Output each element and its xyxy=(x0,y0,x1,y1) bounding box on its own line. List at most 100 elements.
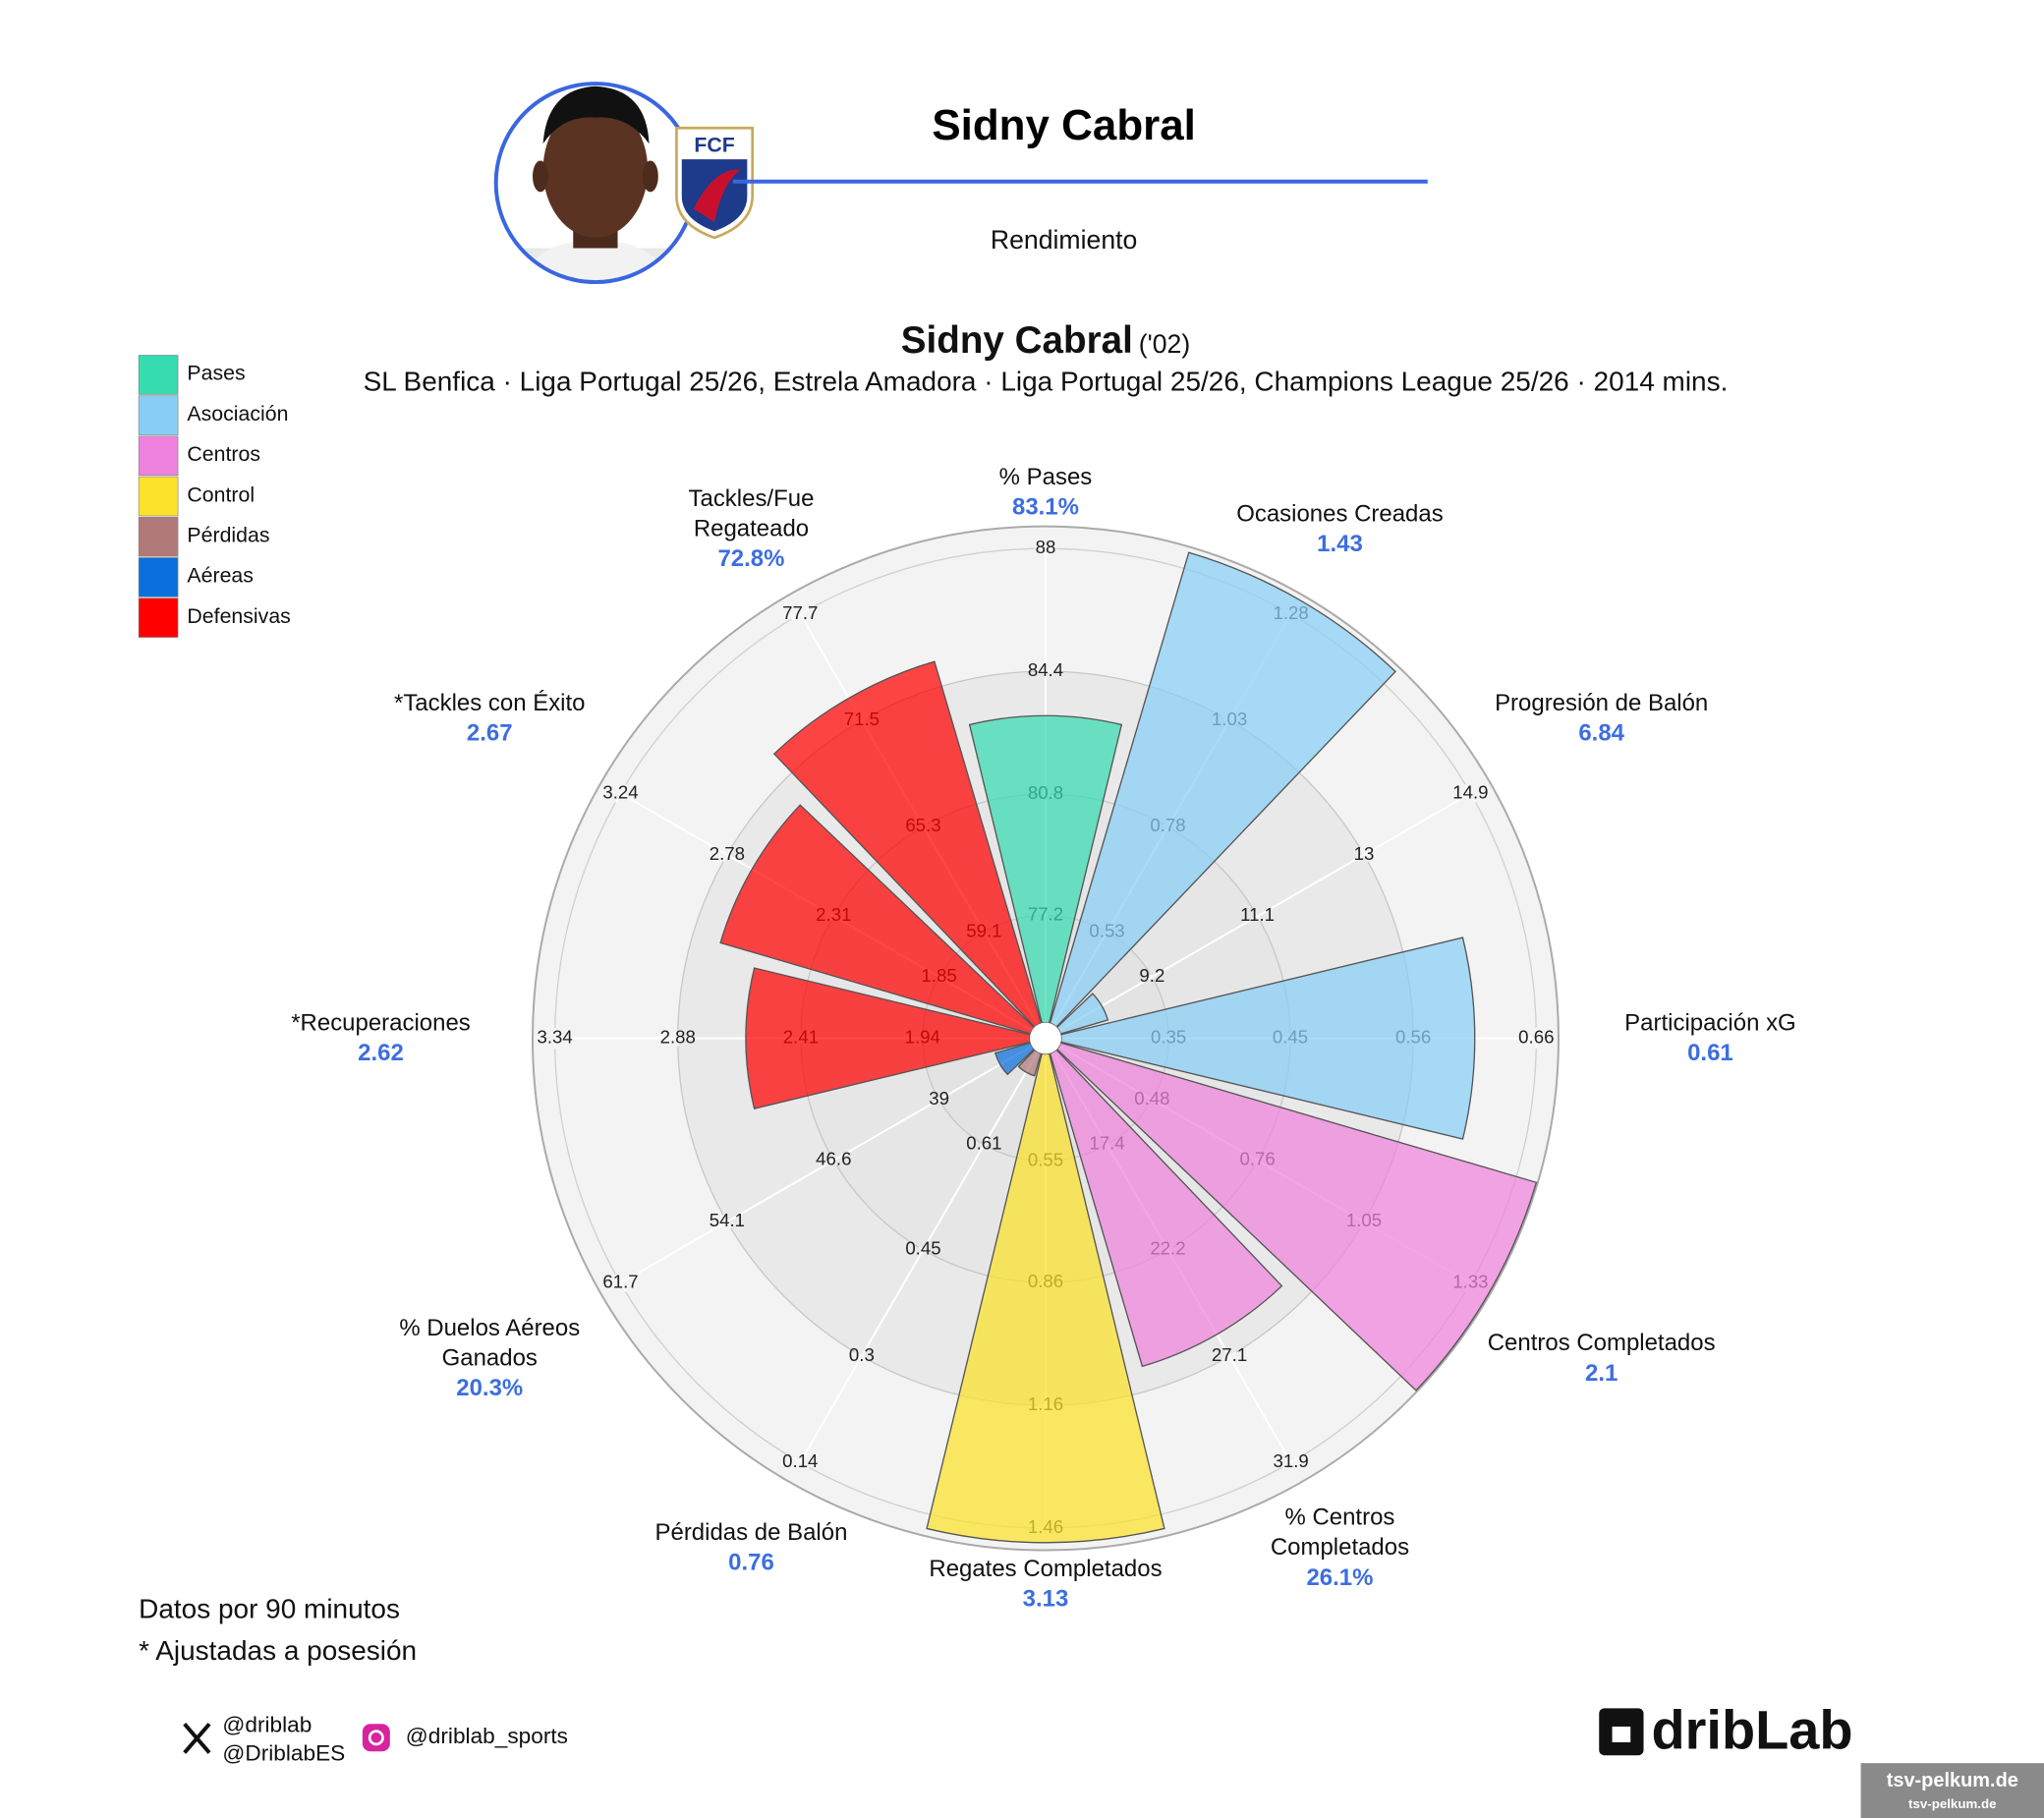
legend-swatch xyxy=(138,516,179,557)
chart-title-row: Sidny Cabral ('02) xyxy=(0,320,2044,364)
watermark-box xyxy=(1860,1763,2044,1818)
slice-label: % Pases xyxy=(998,463,1093,490)
tick-mark xyxy=(790,1456,810,1468)
category-label: Progresión de Balón 6.84 xyxy=(1495,688,1708,748)
value-label: 26.1% xyxy=(1306,1562,1374,1590)
badge: FCF xyxy=(675,126,755,240)
value-label: 83.1% xyxy=(1011,493,1079,520)
tick-label: 2.88 xyxy=(660,1027,696,1048)
tick-label: 88 xyxy=(1036,537,1056,557)
spoke xyxy=(1045,792,1471,1040)
category-label: Regates Completados 3.13 xyxy=(929,1555,1162,1615)
slice-label: Centros Completados xyxy=(1487,1330,1716,1356)
instagram-icon xyxy=(362,1724,390,1752)
player-photo xyxy=(493,82,698,285)
logo-icon xyxy=(1599,1708,1644,1756)
tick-label: 0.61 xyxy=(966,1133,1001,1154)
slice-label: Pérdidas de Balón xyxy=(654,1518,848,1545)
slice-label: *Recuperaciones xyxy=(291,1009,471,1036)
category-label: Tackles/Fue Regateado 72.8% xyxy=(689,484,815,575)
tick-label: 14.9 xyxy=(1452,781,1488,802)
legend-label: Pases xyxy=(187,363,246,386)
tick-mark xyxy=(854,1351,870,1361)
value-label: 0.76 xyxy=(728,1548,774,1575)
tick-label: 13 xyxy=(1354,843,1375,864)
twitter-handle: @driblab xyxy=(222,1712,312,1737)
tick-label: 77.7 xyxy=(782,602,818,623)
tick-mark xyxy=(1464,784,1477,803)
value-label: 2.1 xyxy=(1584,1359,1618,1387)
spoke xyxy=(799,1038,1047,1463)
slice-label: *Tackles con Éxito xyxy=(393,689,586,715)
footnote: * Ajustadas a posesión xyxy=(139,1636,418,1667)
tick-mark xyxy=(830,1155,837,1165)
legend-label: Pérdidas xyxy=(187,525,270,547)
tick-mark xyxy=(722,847,732,862)
watermark: tsv-pelkum.de xyxy=(1887,1770,2018,1791)
tick-label: 61.7 xyxy=(602,1272,638,1292)
legend-swatch xyxy=(138,597,179,638)
header-subtitle: Rendimiento xyxy=(991,225,1137,255)
category-label: % Centros Completados 26.1% xyxy=(1271,1502,1409,1592)
tick-label: 54.1 xyxy=(710,1210,745,1230)
slice-label: Ocasiones Creadas xyxy=(1236,500,1444,528)
value-label: 1.43 xyxy=(1317,531,1363,557)
chart-subtitle: SL Benfica · Liga Portugal 25/26, Estrel… xyxy=(363,367,1729,398)
badge-text: FCF xyxy=(694,133,734,156)
legend-swatch xyxy=(138,476,179,517)
tick-label: 3.34 xyxy=(537,1027,572,1048)
footnote: Datos por 90 minutos xyxy=(139,1594,400,1625)
instagram-handle: @driblab_sports xyxy=(405,1724,568,1749)
tick-mark xyxy=(722,1215,732,1229)
category-label: % Pases 83.1% xyxy=(999,462,1093,522)
tick-label: 0.45 xyxy=(905,1238,940,1259)
tick-label: 27.1 xyxy=(1212,1344,1247,1365)
tick-mark xyxy=(614,784,627,803)
legend-swatch xyxy=(138,395,179,435)
tick-label: 0.66 xyxy=(1518,1027,1554,1048)
legend-swatch xyxy=(138,435,179,477)
logo-text: dribLab xyxy=(1652,1699,1853,1761)
x-icon xyxy=(183,1723,211,1754)
tick-label: 31.9 xyxy=(1274,1450,1309,1471)
legend-label: Control xyxy=(187,484,256,507)
value-label: 0.61 xyxy=(1687,1039,1733,1066)
slice-label: % Centros Completados xyxy=(1270,1503,1410,1560)
tick-label: 2.78 xyxy=(710,843,745,864)
tick-mark xyxy=(1221,1351,1237,1361)
tick-mark xyxy=(614,1274,627,1293)
value-label: 2.62 xyxy=(358,1039,404,1066)
category-label: *Tackles con Éxito 2.67 xyxy=(394,688,586,748)
category-label: Ocasiones Creadas 1.43 xyxy=(1236,499,1444,559)
legend-swatch xyxy=(138,355,179,395)
tick-label: 0.14 xyxy=(782,1450,818,1471)
tick-mark xyxy=(790,608,810,620)
tick-label: 9.2 xyxy=(1139,965,1164,986)
value-label: 2.67 xyxy=(466,718,513,746)
value-label: 3.13 xyxy=(1022,1585,1069,1613)
slice-label: Tackles/Fue Regateado xyxy=(688,485,815,542)
tick-mark xyxy=(1254,911,1261,922)
slice-label: Progresión de Balón xyxy=(1495,689,1709,715)
spoke xyxy=(620,1037,1047,1284)
category-label: % Duelos Aéreos Ganados 20.3% xyxy=(399,1314,580,1404)
watermark-small: tsv-pelkum.de xyxy=(1908,1796,1997,1811)
category-label: Centros Completados 2.1 xyxy=(1488,1329,1716,1389)
tick-label: 11.1 xyxy=(1240,904,1275,925)
value-label: 20.3% xyxy=(456,1375,524,1401)
legend-swatch xyxy=(138,557,179,597)
tick-mark xyxy=(937,1097,941,1103)
legend-label: Asociación xyxy=(187,403,289,426)
center-hole xyxy=(1029,1022,1061,1054)
value-label: 72.8% xyxy=(717,545,785,573)
slice-label: Participación xG xyxy=(1624,1009,1796,1036)
title-note: ('02) xyxy=(1138,330,1191,360)
chart-title: Sidny Cabral xyxy=(900,319,1133,363)
player-name: Sidny Cabral xyxy=(932,101,1196,149)
category-label: Participación xG 0.61 xyxy=(1624,1008,1796,1068)
legend-label: Defensivas xyxy=(187,605,291,629)
slice-label: Regates Completados xyxy=(929,1555,1163,1582)
tick-mark xyxy=(918,1246,929,1253)
